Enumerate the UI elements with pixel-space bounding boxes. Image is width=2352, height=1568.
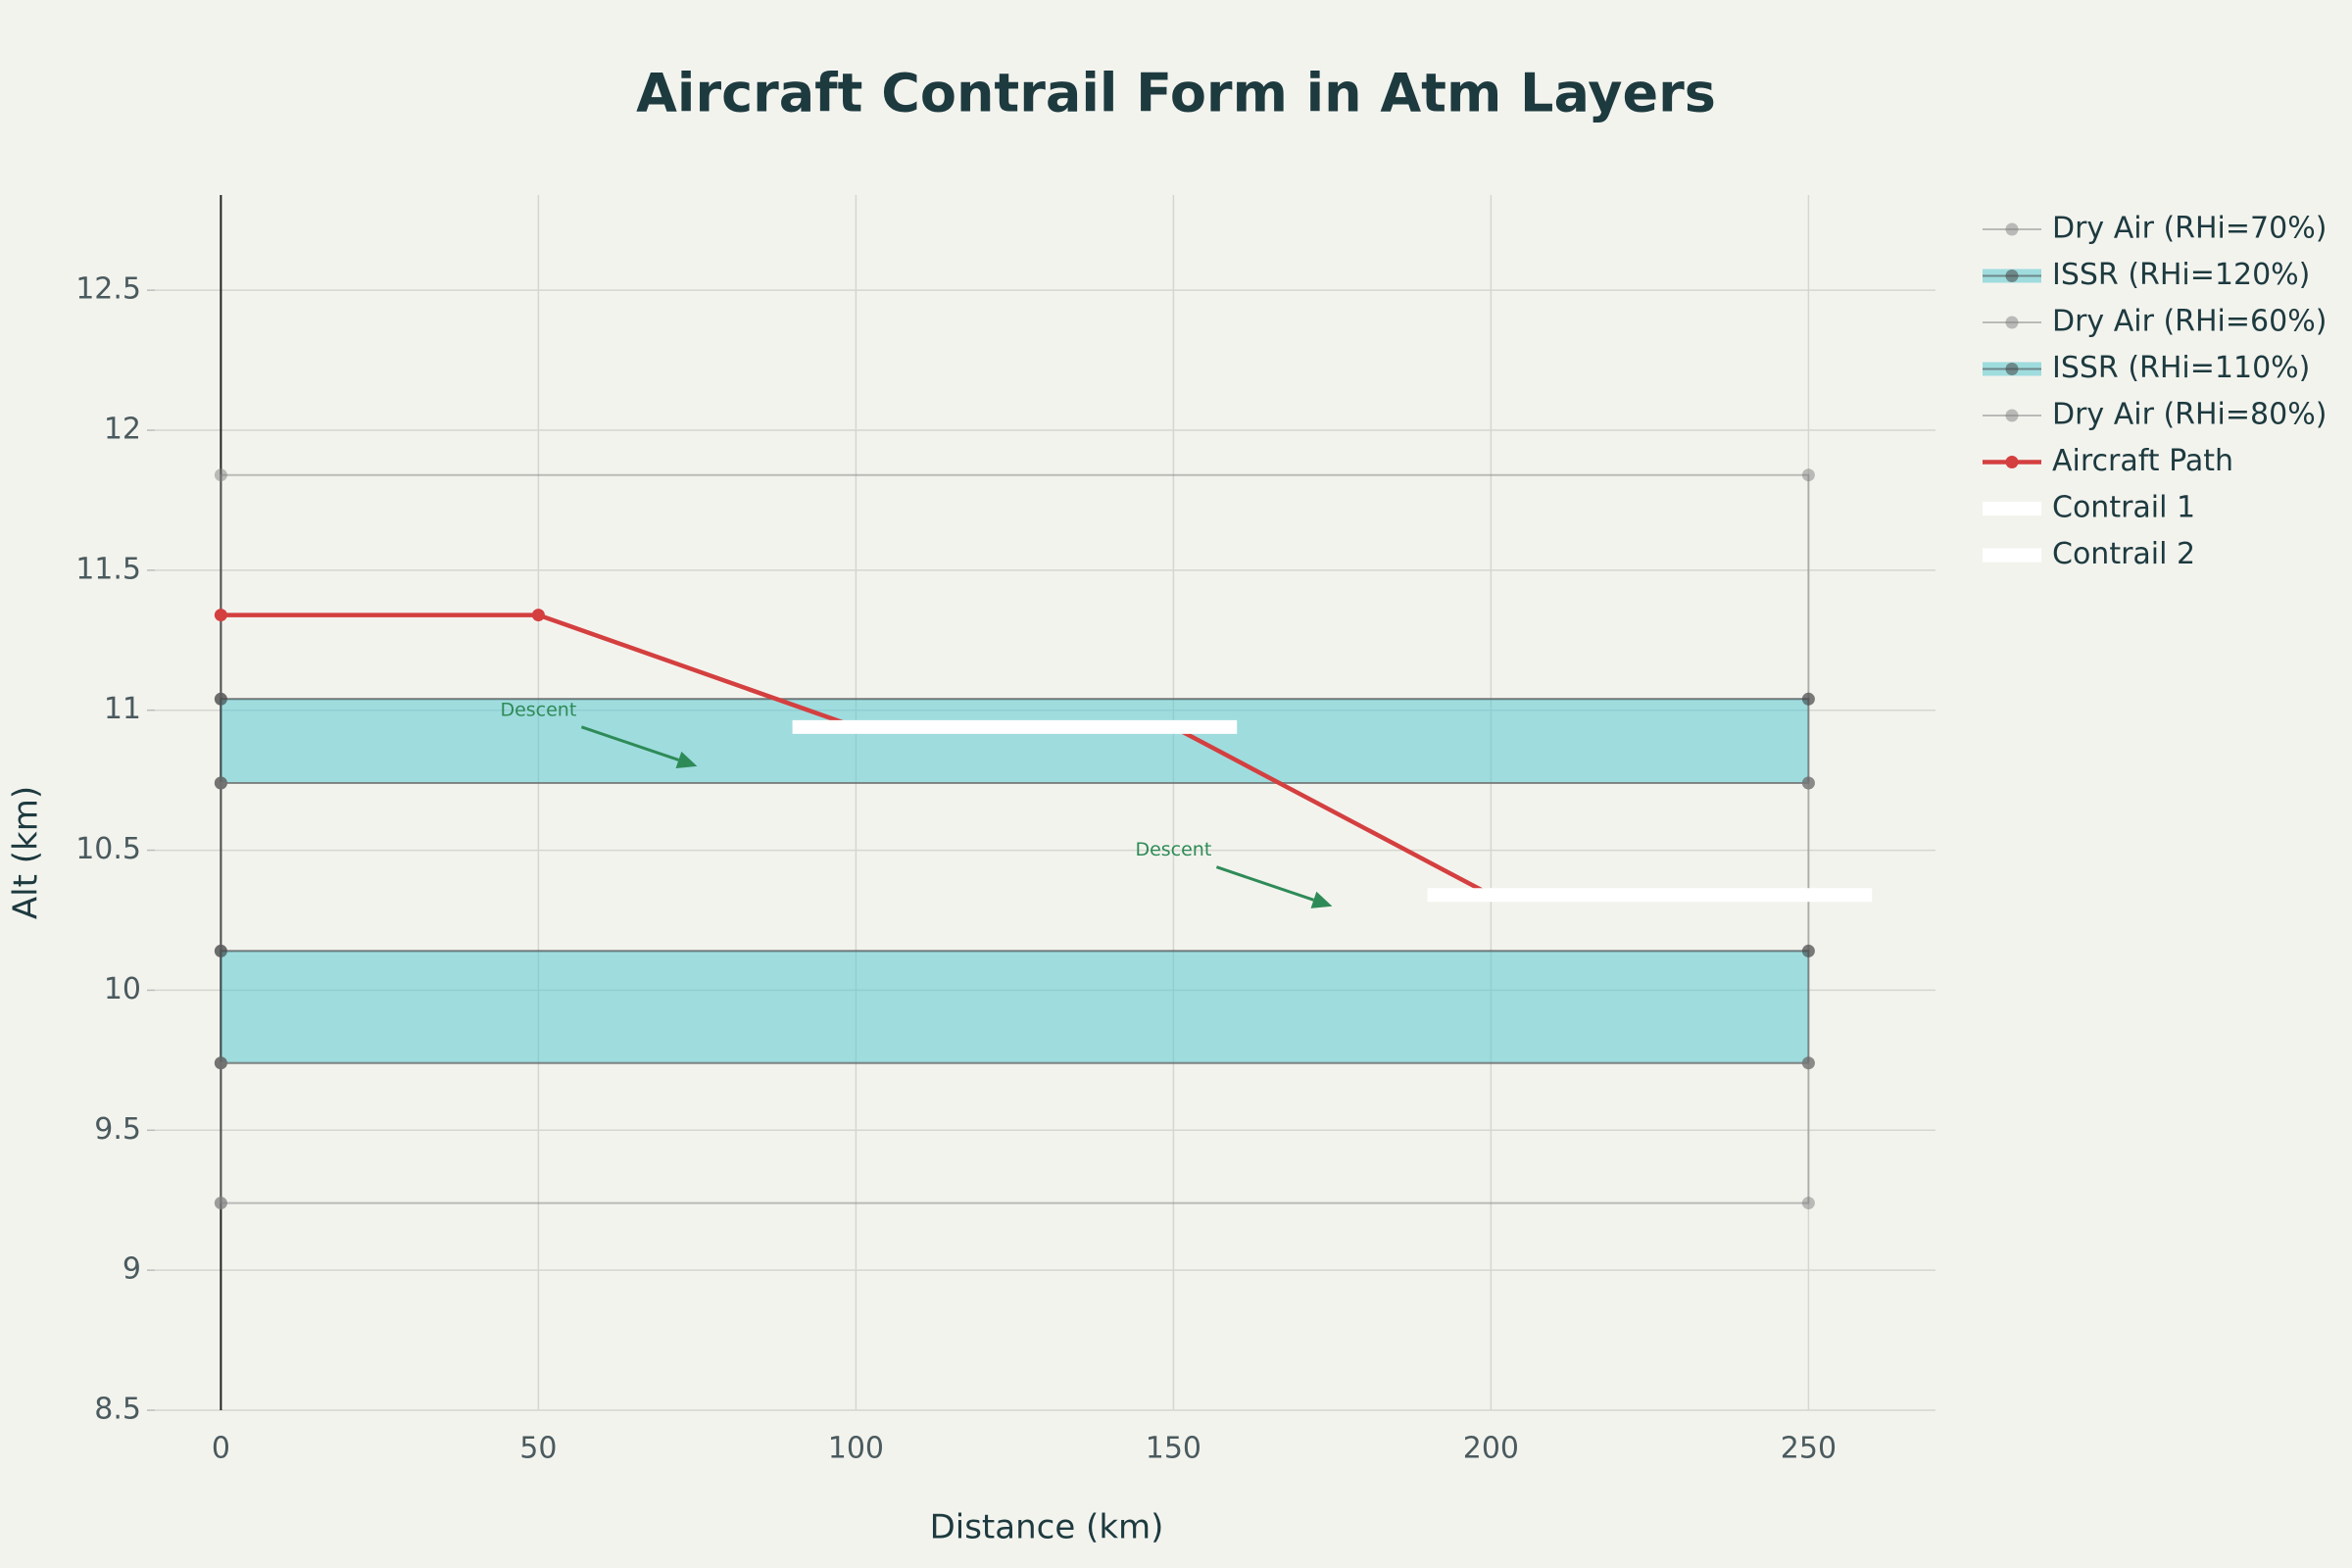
legend-marker xyxy=(2005,270,2019,282)
marker xyxy=(1801,468,1815,482)
marker xyxy=(214,692,227,706)
marker xyxy=(1801,1197,1815,1210)
x-tick-label: 150 xyxy=(1146,1432,1201,1466)
marker xyxy=(1801,944,1815,957)
y-tick-label: 10.5 xyxy=(75,832,141,866)
x-tick-label: 0 xyxy=(212,1432,230,1466)
legend-label: Contrail 1 xyxy=(2052,491,2195,525)
y-tick-label: 11.5 xyxy=(75,552,141,586)
y-tick-label: 10 xyxy=(104,972,141,1006)
legend-label: ISSR (RHi=120%) xyxy=(2052,258,2310,292)
chart-title: Aircraft Contrail Form in Atm Layers xyxy=(636,63,1716,124)
marker xyxy=(1801,692,1815,706)
series-line xyxy=(220,698,1810,784)
legend-marker xyxy=(2005,409,2019,422)
legend-label: Dry Air (RHi=70%) xyxy=(2052,212,2327,246)
annotation: Descent xyxy=(1135,839,1211,860)
marker xyxy=(1801,1056,1815,1070)
series-line xyxy=(220,782,1810,953)
x-tick-label: 200 xyxy=(1463,1432,1519,1466)
legend-label: ISSR (RHi=110%) xyxy=(2052,351,2310,385)
marker xyxy=(214,776,227,790)
marker xyxy=(214,609,227,622)
annotation-arrow xyxy=(1215,865,1314,902)
series-line xyxy=(220,473,1810,701)
y-tick-label: 11 xyxy=(104,692,141,726)
marker xyxy=(214,1197,227,1210)
legend-marker xyxy=(2005,456,2019,468)
x-axis-title: Distance (km) xyxy=(930,1508,1164,1547)
y-tick-label: 9.5 xyxy=(94,1112,141,1147)
legend-label: Dry Air (RHi=80%) xyxy=(2052,398,2327,432)
annotation-arrow xyxy=(580,725,679,761)
legend-marker xyxy=(2005,363,2019,375)
y-axis-title: Alt (km) xyxy=(7,786,46,919)
x-tick-label: 100 xyxy=(828,1432,884,1466)
arrow-head xyxy=(675,751,698,768)
annotation: Descent xyxy=(500,699,576,720)
legend-marker xyxy=(2005,222,2019,236)
legend-label: Contrail 2 xyxy=(2052,537,2195,571)
series-line xyxy=(220,1061,1810,1204)
marker xyxy=(1801,776,1815,790)
x-tick-label: 50 xyxy=(519,1432,557,1466)
legend-label: Dry Air (RHi=60%) xyxy=(2052,305,2327,339)
y-tick-label: 12.5 xyxy=(75,272,141,307)
x-tick-label: 250 xyxy=(1781,1432,1837,1466)
y-tick-label: 12 xyxy=(104,413,141,447)
y-tick-label: 8.5 xyxy=(94,1393,141,1427)
marker xyxy=(214,944,227,957)
marker xyxy=(214,1056,227,1070)
legend-marker xyxy=(2005,316,2019,329)
arrow-head xyxy=(1310,891,1333,908)
series-line xyxy=(220,950,1810,1064)
y-tick-label: 9 xyxy=(122,1252,141,1287)
marker xyxy=(214,468,227,482)
marker xyxy=(531,609,545,622)
legend-label: Aircraft Path xyxy=(2052,444,2233,478)
